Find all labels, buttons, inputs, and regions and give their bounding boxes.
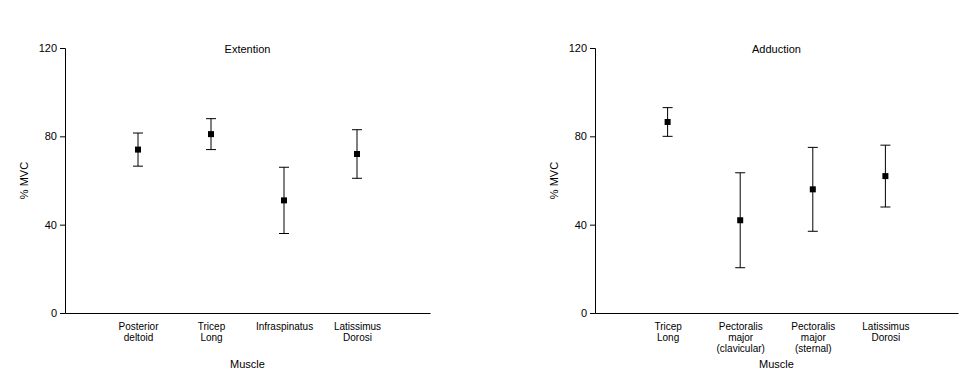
figure: 0 40 80 120 Posteriordeltoid TricepLong Infras… <box>0 0 977 380</box>
y-tick-label: 80 <box>575 130 587 142</box>
point <box>882 173 888 179</box>
point <box>354 151 360 157</box>
point <box>281 197 287 203</box>
y-tick-label: 40 <box>45 219 57 231</box>
error-bar <box>880 145 890 207</box>
x-tick-label: Posteriordeltoid <box>118 321 159 343</box>
y-axis-title: % MVC <box>18 162 30 199</box>
y-tick: 0 <box>581 307 595 319</box>
title: Adduction <box>752 43 801 55</box>
x-tick: TricepLong <box>654 313 682 343</box>
error-bar <box>808 147 818 231</box>
error-bar <box>735 173 745 268</box>
x-tick: Pectoralismajor(clavicular) <box>717 313 765 354</box>
error-bar <box>663 108 673 137</box>
y-tick: 120 <box>569 42 595 54</box>
y-tick-mark <box>590 313 595 314</box>
x-tick: Infraspinatus <box>256 313 313 332</box>
x-tick: LatissimusDorosi <box>334 313 381 343</box>
y-tick: 80 <box>575 130 595 142</box>
y-axis: 0 40 80 120 <box>39 42 66 319</box>
y-tick: 40 <box>575 219 595 231</box>
y-tick-mark <box>590 48 595 49</box>
point <box>810 186 816 192</box>
x-tick-label: Pectoralismajor(clavicular) <box>717 321 765 354</box>
y-tick-mark <box>60 225 65 226</box>
y-axis: 0 40 80 120 <box>569 42 596 319</box>
point <box>665 119 671 125</box>
y-tick-mark <box>60 136 65 137</box>
x-tick-label: LatissimusDorosi <box>862 321 909 343</box>
x-tick-label: LatissimusDorosi <box>334 321 381 343</box>
y-tick-label: 80 <box>45 130 57 142</box>
plot-marks <box>663 108 891 268</box>
y-tick-label: 40 <box>575 219 587 231</box>
y-tick-mark <box>590 225 595 226</box>
x-tick: Pectoralismajor(sternal) <box>791 313 835 354</box>
x-tick-label: Infraspinatus <box>256 321 313 332</box>
x-tick: Posteriordeltoid <box>118 313 159 343</box>
x-tick: LatissimusDorosi <box>862 313 909 343</box>
y-axis-line <box>60 49 66 314</box>
y-tick-mark <box>590 136 595 137</box>
x-axis: Posteriordeltoid TricepLong Infraspinatus L… <box>66 313 431 343</box>
error-bar <box>352 130 362 179</box>
y-axis-line <box>590 49 596 314</box>
y-tick-label: 0 <box>51 307 57 319</box>
point <box>135 147 141 153</box>
point <box>737 217 743 223</box>
plot-marks <box>133 119 362 234</box>
chart: 0 40 80 120 TricepLong Pectoralismajor(clavic… <box>548 42 959 370</box>
chart: 0 40 80 120 Posteriordeltoid TricepLong Infras… <box>18 42 431 370</box>
x-axis-line <box>66 313 431 314</box>
x-tick: TricepLong <box>198 313 226 343</box>
title: Extention <box>225 43 271 55</box>
error-bar <box>279 167 289 233</box>
x-axis-title: Muscle <box>759 358 794 370</box>
x-tick-label: TricepLong <box>654 321 682 343</box>
x-axis-line <box>596 313 959 314</box>
y-tick-label: 120 <box>39 42 57 54</box>
y-tick: 0 <box>51 307 65 319</box>
y-tick: 80 <box>45 130 65 142</box>
y-tick-mark <box>60 48 65 49</box>
x-tick-label: TricepLong <box>198 321 226 343</box>
x-tick-label: Pectoralismajor(sternal) <box>791 321 835 354</box>
y-tick-mark <box>60 313 65 314</box>
y-axis-title: % MVC <box>548 162 560 199</box>
y-tick: 120 <box>39 42 65 54</box>
error-bar <box>206 119 216 150</box>
x-axis: TricepLong Pectoralismajor(clavicular) Pec… <box>596 313 959 354</box>
x-axis-title: Muscle <box>230 358 265 370</box>
error-bar <box>133 133 143 166</box>
y-tick: 40 <box>45 219 65 231</box>
y-tick-label: 0 <box>581 307 587 319</box>
y-tick-label: 120 <box>569 42 587 54</box>
point <box>208 131 214 137</box>
